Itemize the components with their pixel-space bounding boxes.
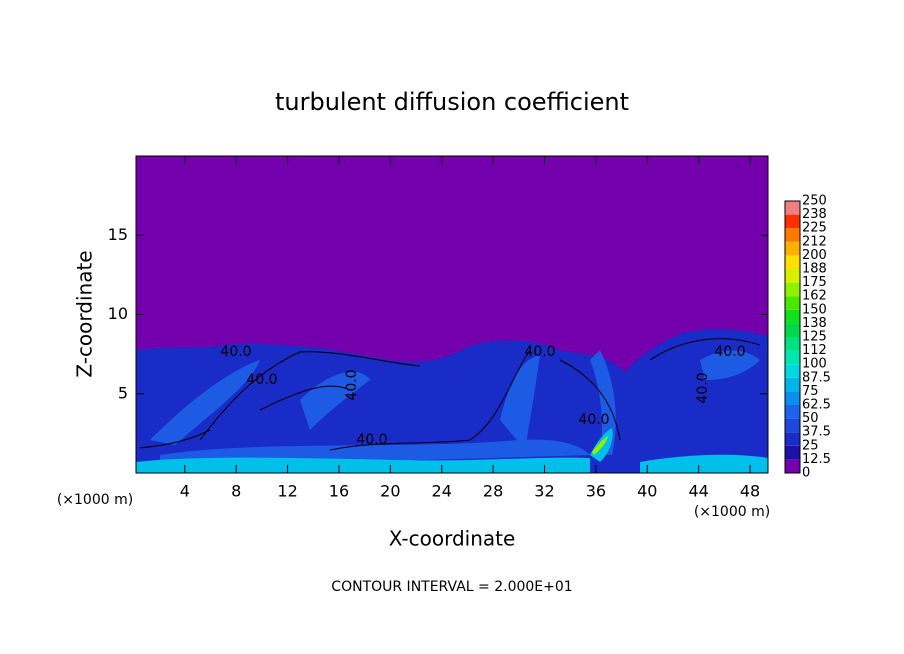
- contour-label: 40.0: [220, 344, 251, 360]
- colorbar-label: 50: [802, 411, 819, 426]
- contour-label: 40.0: [356, 432, 387, 448]
- colorbar-label: 200: [802, 248, 827, 263]
- colorbar-box: [785, 201, 800, 215]
- contour-label: 40.0: [695, 372, 711, 403]
- x-tick-label: 28: [483, 482, 503, 501]
- colorbar-label: 225: [802, 221, 827, 236]
- y-axis-label: Z-coordinate: [73, 250, 97, 377]
- x-tick-label: 16: [329, 482, 349, 501]
- x-tick-label: 44: [688, 482, 708, 501]
- contour-label: 40.0: [344, 369, 360, 400]
- x-tick-label: 12: [277, 482, 297, 501]
- x-tick-label: 36: [586, 482, 606, 501]
- colorbar-label: 238: [802, 207, 827, 222]
- footer: CONTOUR INTERVAL = 2.000E+01: [331, 579, 572, 595]
- colorbar-box: [785, 323, 800, 337]
- colorbar-label: 87.5: [802, 370, 831, 385]
- colorbar-box: [785, 241, 800, 256]
- colorbar-box: [785, 418, 800, 433]
- colorbar-label: 188: [802, 262, 827, 277]
- colorbar-box: [785, 350, 800, 365]
- y-tick-label: 10: [108, 304, 128, 323]
- colorbar-box: [785, 364, 800, 378]
- x-tick-label: 40: [637, 482, 657, 501]
- colorbar-box: [785, 214, 800, 229]
- colorbar-box: [785, 228, 800, 242]
- contour-line: [139, 338, 761, 451]
- colorbar-label: 100: [802, 357, 827, 372]
- field-hotspot: [592, 436, 608, 455]
- colorbar-box: [785, 269, 800, 283]
- contour-label: 40.0: [524, 344, 555, 360]
- colorbar-label: 125: [802, 330, 827, 345]
- x-unit: (×1000 m): [694, 504, 770, 520]
- colorbar-label: 212: [802, 234, 827, 249]
- colorbar-label: 62.5: [802, 398, 831, 413]
- colorbar-label: 75: [802, 384, 819, 399]
- contour-label: 40.0: [714, 344, 745, 360]
- colorbar-box: [785, 377, 800, 392]
- x-tick-label: 48: [740, 482, 760, 501]
- contour-label: 40.0: [578, 412, 609, 428]
- colorbar-label: 12.5: [802, 452, 831, 467]
- chart-title: turbulent diffusion coefficient: [275, 88, 629, 116]
- colorbar-label: 162: [802, 289, 827, 304]
- colorbar-box: [785, 445, 800, 460]
- colorbar-label: 37.5: [802, 425, 831, 440]
- x-tick-label: 20: [380, 482, 400, 501]
- contour-label: 40.0: [246, 372, 277, 388]
- colorbar-label: 250: [802, 194, 827, 209]
- x-tick-label: 4: [180, 482, 190, 501]
- field-cyan: [136, 428, 768, 473]
- colorbar-box: [785, 459, 800, 473]
- colorbar-box: [785, 282, 800, 297]
- colorbar-box: [785, 391, 800, 405]
- colorbar-box: [785, 432, 800, 446]
- x-tick-label: 32: [534, 482, 554, 501]
- colorbar-label: 25: [802, 438, 819, 453]
- y-tick-label: 15: [108, 225, 128, 244]
- colorbar-box: [785, 296, 800, 310]
- colorbar-label: 150: [802, 302, 827, 317]
- field: [136, 156, 768, 473]
- x-axis-label: X-coordinate: [389, 527, 516, 551]
- colorbar-label: 112: [802, 343, 827, 358]
- colorbar-frame: [784, 200, 801, 474]
- colorbar-label: 175: [802, 275, 827, 290]
- colorbar-label: 138: [802, 316, 827, 331]
- colorbar-label: 0: [802, 466, 810, 481]
- colorbar-box: [785, 337, 800, 351]
- colorbar-box: [785, 255, 800, 269]
- y-tick-label: 5: [118, 383, 128, 402]
- y-unit: (×1000 m): [57, 492, 133, 508]
- x-tick-label: 24: [432, 482, 452, 501]
- colorbar-box: [785, 405, 800, 419]
- colorbar-box: [785, 309, 800, 324]
- x-tick-label: 8: [231, 482, 241, 501]
